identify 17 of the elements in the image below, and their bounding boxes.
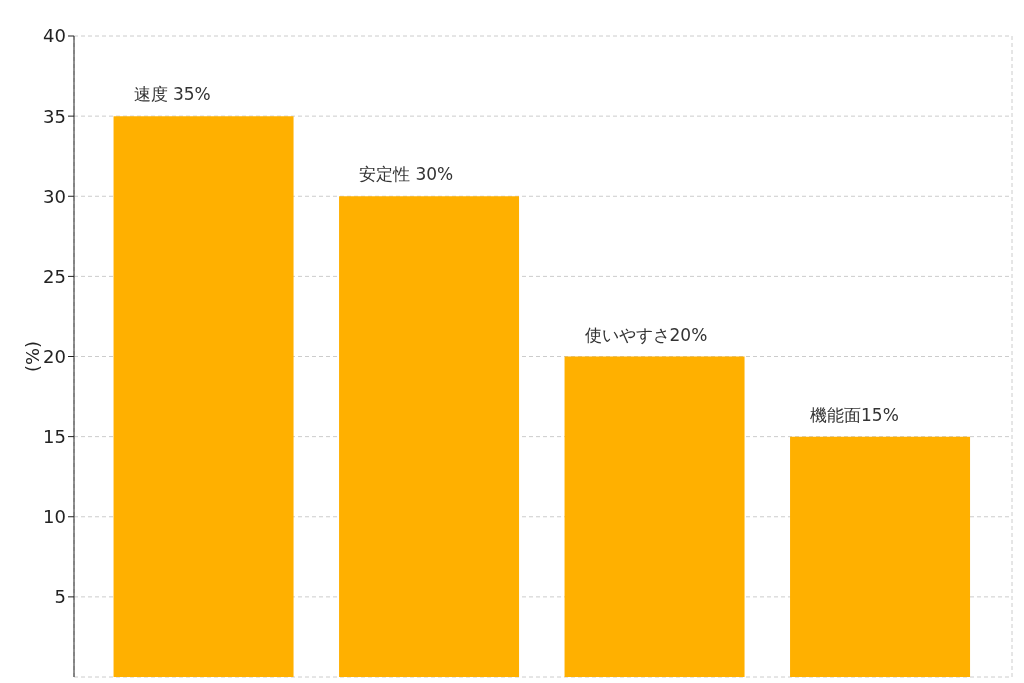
bar	[113, 116, 294, 677]
bar	[564, 356, 745, 677]
y-tick-label: 20	[43, 345, 66, 367]
data-label: 速度 35%	[133, 84, 211, 105]
y-tick-label: 5	[54, 586, 66, 608]
data-label: 使いやすさ20%	[584, 324, 708, 345]
y-tick-label: 25	[43, 265, 66, 287]
data-label: 機能面15%	[810, 404, 899, 425]
data-label: 安定性 30%	[359, 164, 454, 185]
bar	[339, 196, 520, 677]
y-tick-label: 15	[43, 426, 66, 448]
y-tick-label: 35	[43, 105, 66, 127]
bar	[790, 436, 971, 677]
y-tick-label: 30	[43, 185, 66, 207]
y-tick-label: 10	[43, 506, 66, 528]
y-axis-title: (%)	[21, 340, 43, 373]
y-tick-label: 40	[43, 25, 66, 47]
